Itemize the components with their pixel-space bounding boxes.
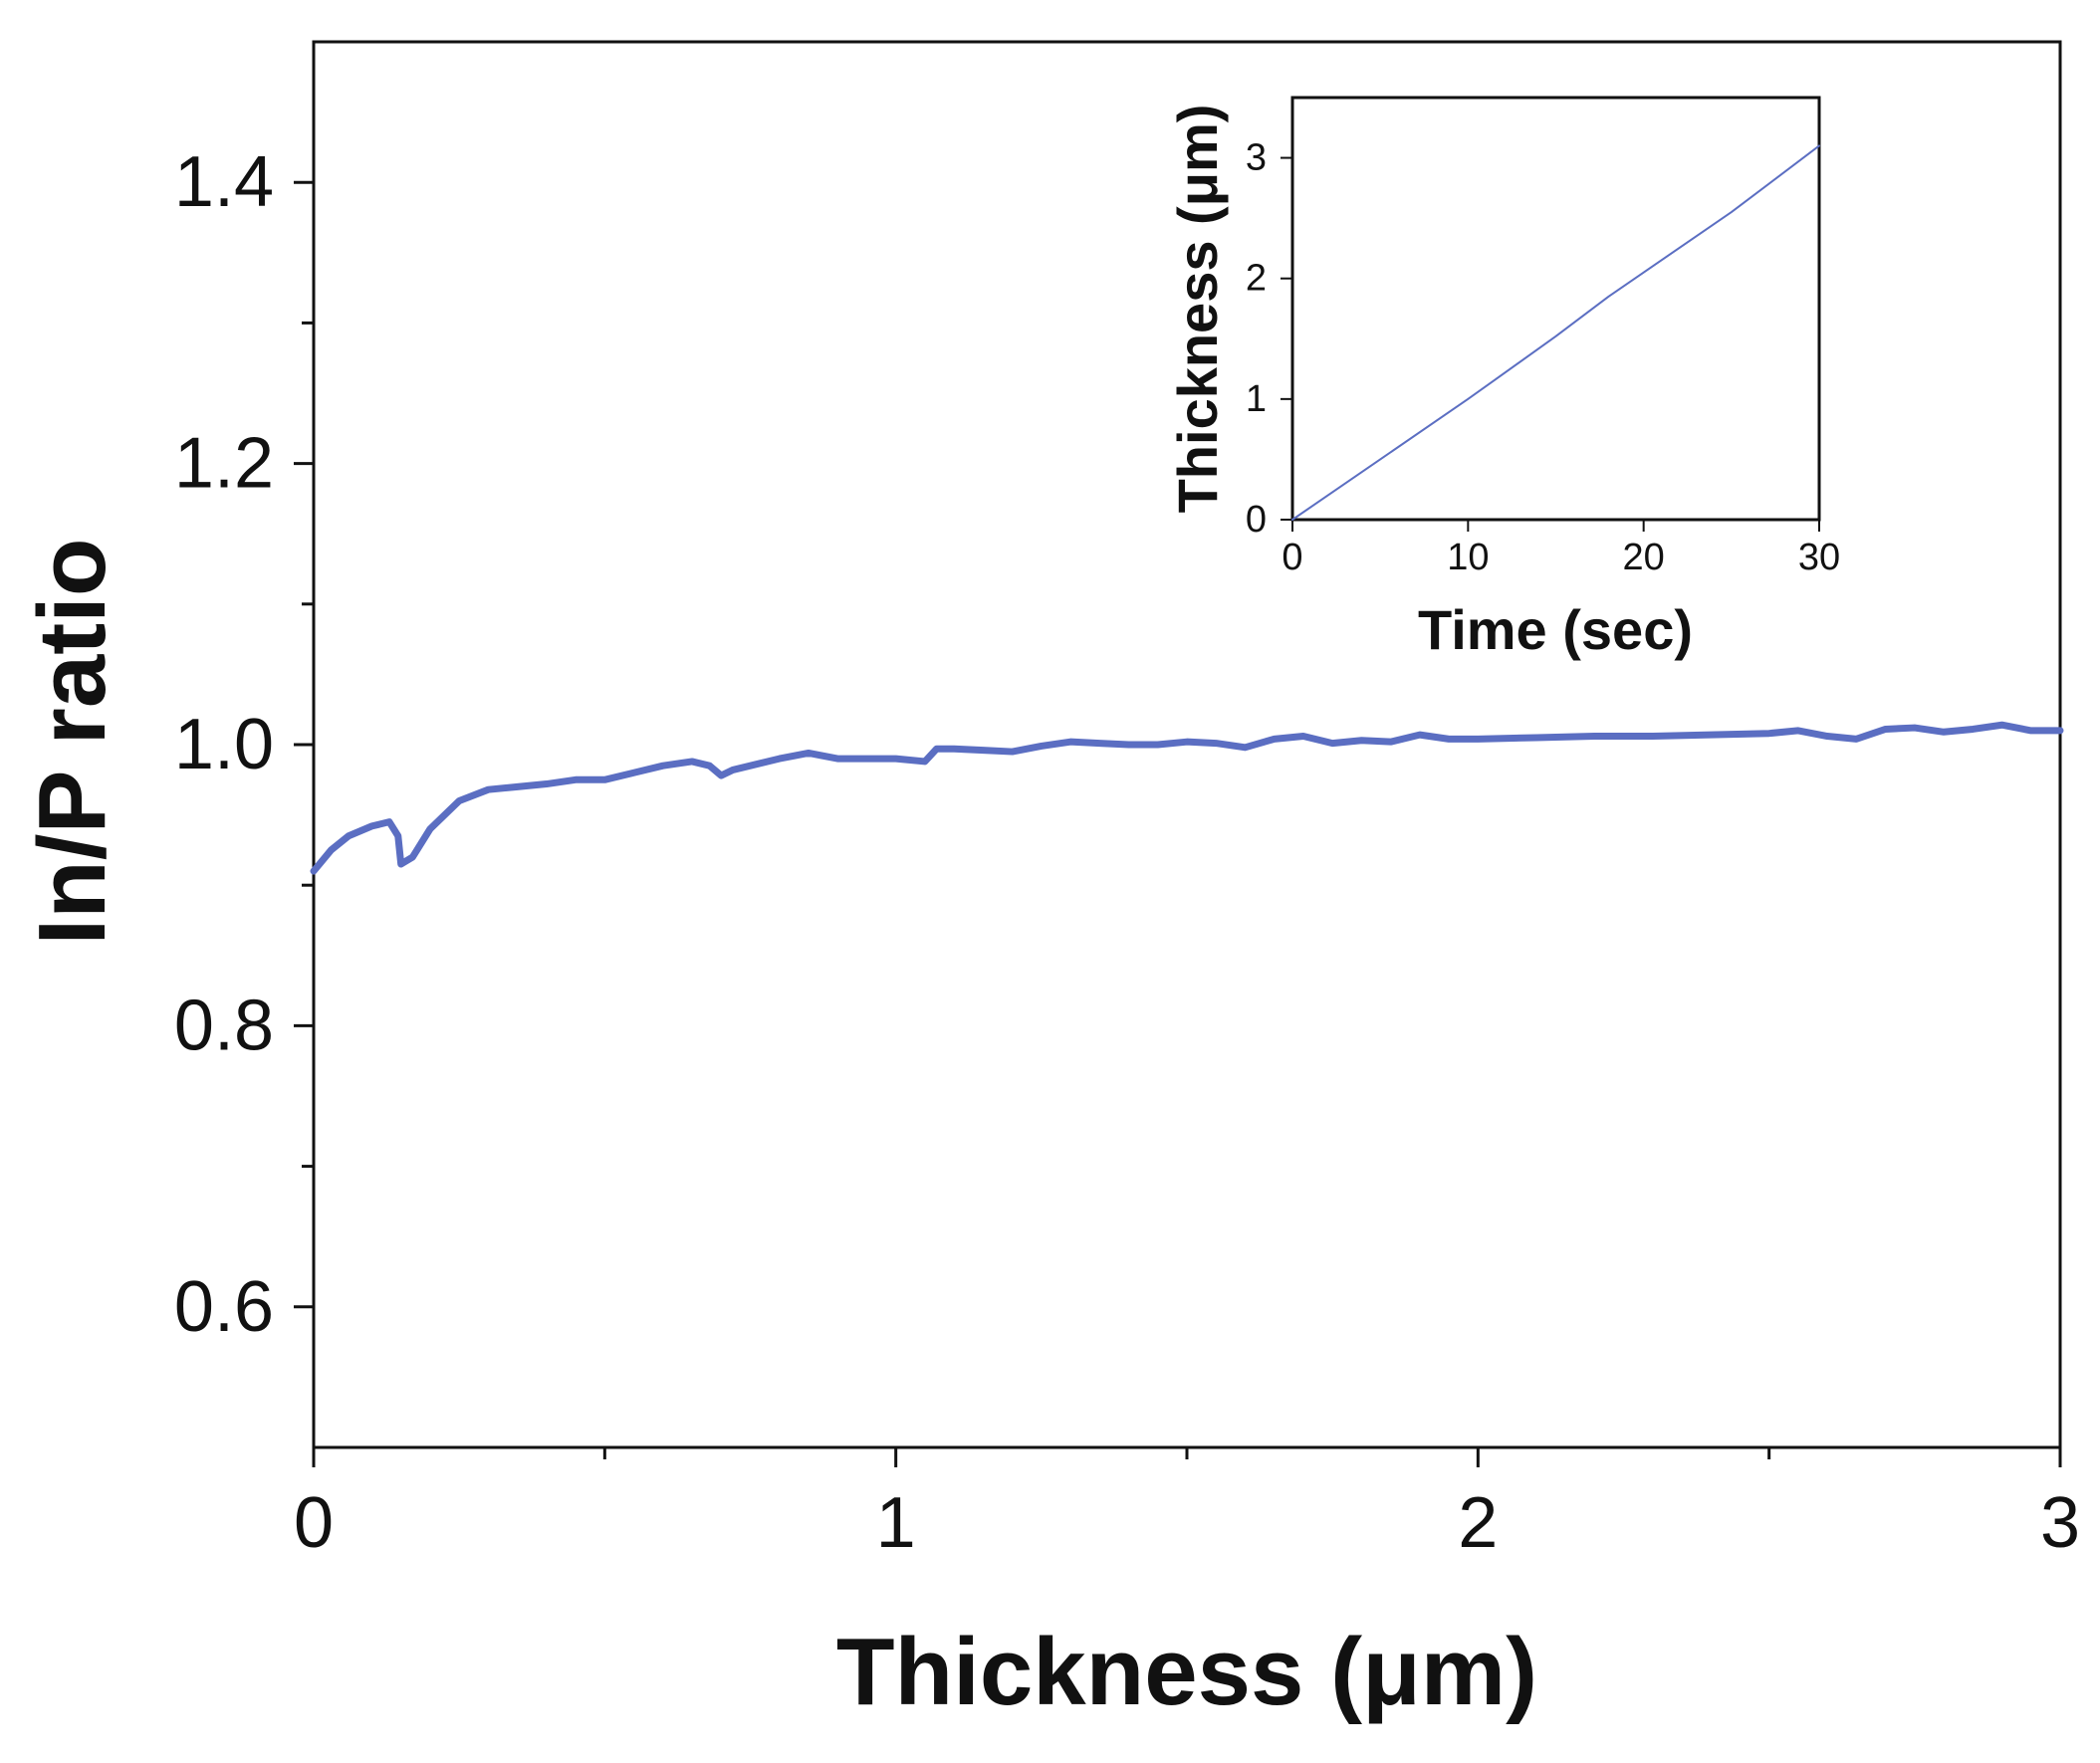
main-y-axis-label: In/P ratio xyxy=(19,539,125,946)
main-y-tick-label: 0.8 xyxy=(174,986,274,1065)
inset-y-tick-label: 1 xyxy=(1246,378,1267,420)
main-x-axis-tick-labels: 0 1 2 3 xyxy=(294,1483,2080,1563)
inset-chart: 0 1 2 3 0 10 20 30 Time (sec) Thickness (μm) xyxy=(1166,96,1840,661)
inset-series-line xyxy=(1291,144,1820,521)
main-y-tick-label: 0.6 xyxy=(174,1267,274,1347)
inset-y-axis-label: Thickness (μm) xyxy=(1166,105,1229,514)
main-y-axis-tick-labels: 0.6 0.8 1.0 1.2 1.4 xyxy=(174,142,274,1347)
main-x-tick-label: 0 xyxy=(294,1483,334,1563)
inset-y-tick-label: 3 xyxy=(1246,137,1267,179)
inset-x-tick-label: 0 xyxy=(1282,537,1302,578)
inset-x-tick-label: 10 xyxy=(1447,537,1489,578)
main-chart: 0.6 0.8 1.0 1.2 1.4 0 1 2 3 Thickness (μm) In/P… xyxy=(19,40,2080,1725)
inset-x-tick-label: 20 xyxy=(1623,537,1665,578)
main-x-axis-label: Thickness (μm) xyxy=(836,1619,1537,1725)
inset-y-tick-label: 2 xyxy=(1246,258,1267,300)
main-x-tick-label: 3 xyxy=(2040,1483,2080,1563)
main-y-tick-label: 1.2 xyxy=(174,424,274,504)
main-x-tick-label: 2 xyxy=(1458,1483,1498,1563)
inset-x-axis-ticks xyxy=(1291,520,1820,532)
inset-x-axis-label: Time (sec) xyxy=(1418,598,1693,661)
main-x-axis-ticks xyxy=(312,1447,2062,1467)
inset-y-axis-tick-labels: 0 1 2 3 xyxy=(1246,137,1267,541)
main-y-axis-ticks xyxy=(294,180,314,1309)
inset-plot-frame xyxy=(1290,96,1821,522)
main-x-tick-label: 1 xyxy=(876,1483,916,1563)
main-series-line xyxy=(310,721,2064,875)
inset-y-axis-ticks xyxy=(1281,156,1292,521)
inset-y-tick-label: 0 xyxy=(1246,499,1267,541)
inset-x-axis-tick-labels: 0 10 20 30 xyxy=(1282,537,1840,578)
main-y-tick-label: 1.0 xyxy=(174,705,274,784)
main-y-tick-label: 1.4 xyxy=(174,142,274,222)
inset-x-tick-label: 30 xyxy=(1798,537,1840,578)
